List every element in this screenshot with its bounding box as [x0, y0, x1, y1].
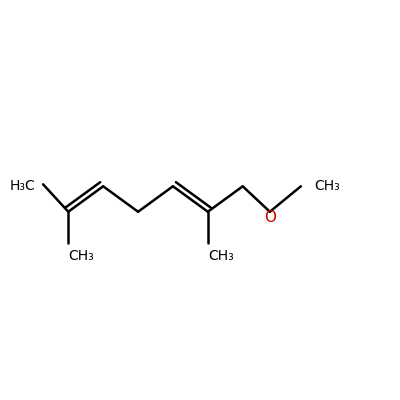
Text: CH₃: CH₃ — [208, 249, 234, 263]
Text: CH₃: CH₃ — [68, 249, 94, 263]
Text: CH₃: CH₃ — [314, 179, 340, 193]
Text: O: O — [264, 210, 276, 225]
Text: H₃C: H₃C — [10, 179, 35, 193]
